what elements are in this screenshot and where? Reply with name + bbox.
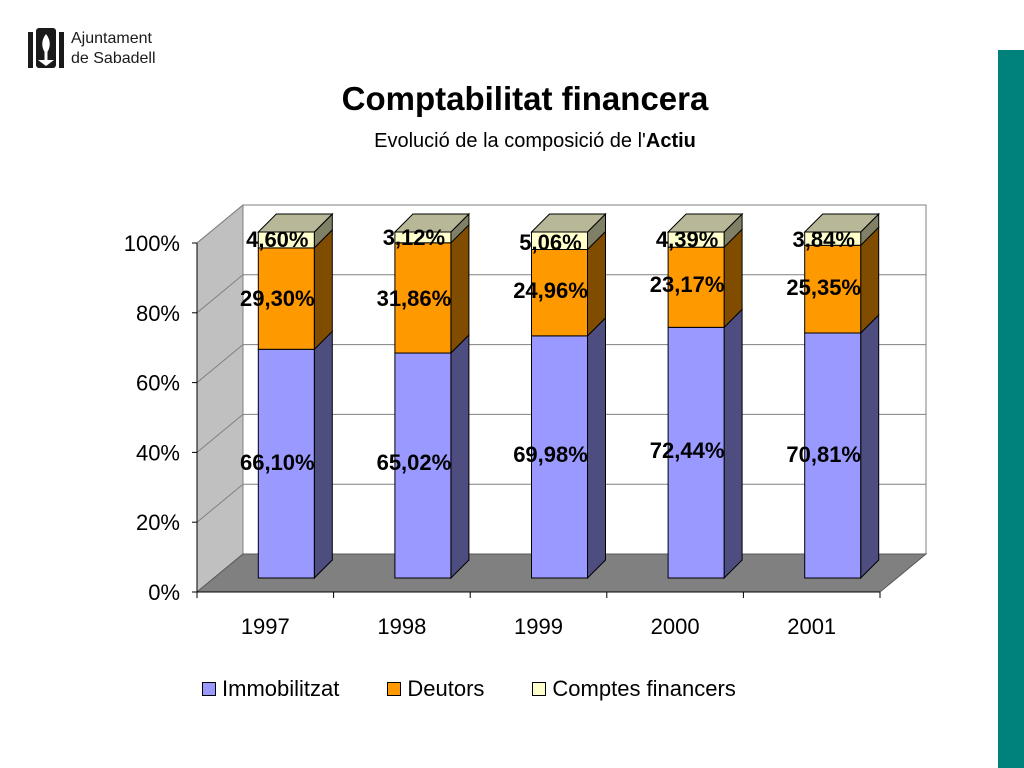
x-tick-label: 1997 bbox=[241, 614, 290, 639]
data-label: 3,12% bbox=[383, 225, 445, 250]
y-tick-label: 100% bbox=[124, 231, 180, 256]
bar-segment-side bbox=[450, 333, 470, 580]
data-label: 31,86% bbox=[377, 286, 452, 311]
y-tick-label: 80% bbox=[136, 301, 180, 326]
bar-segment bbox=[804, 332, 862, 579]
legend-swatch-deutors bbox=[387, 682, 402, 696]
ajuntament-logo: Ajuntament de Sabadell bbox=[26, 26, 186, 76]
bar-segment bbox=[257, 348, 315, 579]
subtitle-text: Evolució de la composició de l' bbox=[374, 130, 646, 152]
logo-text: Ajuntament de Sabadell bbox=[71, 29, 156, 69]
data-label: 69,98% bbox=[513, 442, 588, 467]
bar-top-face bbox=[530, 213, 607, 233]
logo-line-2: de Sabadell bbox=[71, 50, 156, 67]
bar-segment-side bbox=[313, 228, 333, 351]
x-tick-label: 1998 bbox=[377, 614, 426, 639]
chart-legend: Immobilitzat Deutors Comptes financers bbox=[202, 676, 736, 702]
gridline-side bbox=[196, 204, 244, 244]
legend-item-comptes-financers: Comptes financers bbox=[532, 676, 736, 702]
bar-segment bbox=[667, 326, 725, 579]
gridline-side bbox=[196, 274, 244, 314]
bar-segment-side bbox=[313, 330, 333, 580]
data-label: 25,35% bbox=[786, 275, 861, 300]
data-label: 23,17% bbox=[650, 272, 725, 297]
data-label: 3,84% bbox=[793, 227, 855, 252]
legend-label-deutors: Deutors bbox=[407, 676, 485, 701]
data-label: 5,06% bbox=[519, 230, 581, 255]
bar-top-face bbox=[803, 213, 880, 233]
bar-segment bbox=[257, 247, 315, 350]
legend-label-immobilitzat: Immobilitzat bbox=[222, 676, 340, 701]
side-accent-bar bbox=[998, 50, 1024, 768]
data-label: 4,60% bbox=[246, 227, 308, 252]
data-label: 66,10% bbox=[240, 450, 315, 475]
data-label: 4,39% bbox=[656, 227, 718, 252]
data-label: 29,30% bbox=[240, 286, 315, 311]
bar-segment-side bbox=[723, 308, 743, 580]
data-label: 72,44% bbox=[650, 438, 725, 463]
gridline-side bbox=[196, 344, 244, 383]
bar-top-face bbox=[257, 213, 334, 233]
bar-segment-side bbox=[587, 316, 606, 580]
sabadell-emblem-icon bbox=[28, 28, 64, 68]
data-label: 70,81% bbox=[786, 442, 861, 467]
subtitle-bold: Actiu bbox=[645, 130, 696, 152]
gridline-side bbox=[196, 483, 244, 523]
y-tick-label: 20% bbox=[136, 510, 180, 535]
data-label: 24,96% bbox=[513, 278, 588, 303]
bar-segment bbox=[394, 352, 452, 579]
bar-segment bbox=[667, 246, 725, 328]
legend-swatch-immobilitzat bbox=[202, 682, 216, 696]
legend-swatch-comptes-financers bbox=[532, 682, 547, 696]
legend-item-deutors: Deutors bbox=[387, 676, 484, 702]
data-label: 65,02% bbox=[377, 450, 452, 475]
bar-segment bbox=[531, 335, 588, 579]
y-tick-label: 40% bbox=[136, 440, 180, 465]
gridline-side bbox=[196, 414, 244, 453]
legend-item-immobilitzat: Immobilitzat bbox=[202, 676, 339, 702]
logo-line-1: Ajuntament bbox=[71, 30, 152, 47]
legend-label-comptes-financers: Comptes financers bbox=[552, 676, 736, 701]
bar-segment bbox=[531, 249, 588, 337]
y-tick-label: 60% bbox=[136, 371, 180, 396]
chart-side-wall bbox=[196, 203, 244, 594]
bar-segment-side bbox=[860, 313, 880, 580]
x-tick-label: 2000 bbox=[651, 614, 700, 639]
x-tick-label: 1999 bbox=[514, 614, 563, 639]
y-tick-label: 0% bbox=[148, 580, 180, 605]
page-subtitle: Evolució de la composició de l'Actiu bbox=[0, 130, 1024, 153]
page-title: Comptabilitat financera bbox=[341, 80, 709, 117]
bar-segment-side bbox=[450, 223, 470, 355]
bar-top-face bbox=[666, 213, 744, 233]
x-tick-label: 2001 bbox=[787, 614, 836, 639]
bar-segment bbox=[394, 242, 452, 354]
bar-top-face bbox=[393, 213, 471, 233]
bar-segment bbox=[804, 244, 862, 334]
